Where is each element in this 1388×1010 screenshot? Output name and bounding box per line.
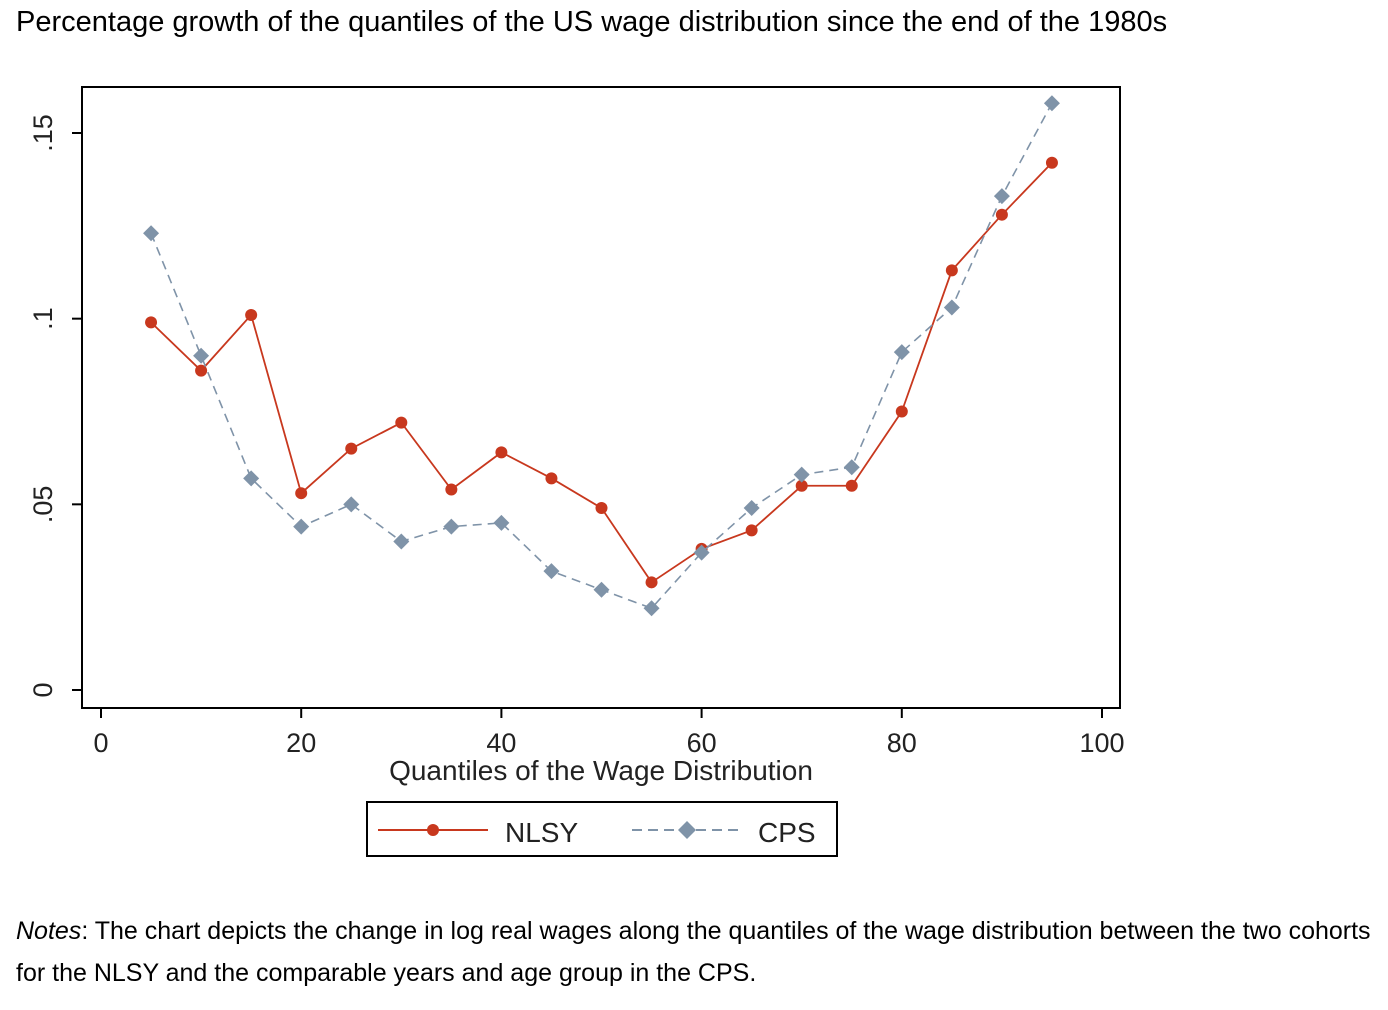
- data-point-cps: [293, 518, 310, 535]
- x-tick-label: 40: [486, 728, 516, 758]
- legend-nlsy-marker: [427, 824, 439, 836]
- data-point-nlsy: [595, 502, 608, 515]
- data-point-cps: [443, 518, 460, 535]
- data-point-nlsy: [295, 487, 308, 500]
- legend-cps-label: CPS: [758, 817, 816, 848]
- data-point-cps: [643, 600, 660, 617]
- chart-legend: NLSY CPS: [366, 801, 838, 857]
- data-point-nlsy: [195, 364, 208, 377]
- line-chart: 0 20 40 60 80 100 0 .05 .1 .15 Quantiles of the W…: [28, 86, 1125, 857]
- data-point-cps: [543, 563, 560, 580]
- data-point-nlsy: [245, 308, 258, 321]
- data-point-cps: [993, 188, 1010, 205]
- x-tick-label: 0: [93, 728, 108, 758]
- data-point-nlsy: [745, 524, 758, 537]
- x-tick-label: 100: [1079, 728, 1124, 758]
- data-point-cps: [493, 514, 510, 531]
- data-point-nlsy: [1045, 156, 1058, 169]
- data-point-nlsy: [645, 576, 658, 589]
- data-point-nlsy: [345, 442, 358, 455]
- data-point-nlsy: [145, 316, 158, 329]
- notes-label: Notes: [16, 917, 82, 945]
- x-tick-label: 80: [887, 728, 917, 758]
- y-tick-label: .15: [28, 114, 58, 152]
- data-point-nlsy: [395, 416, 408, 429]
- data-point-nlsy: [545, 472, 558, 485]
- series-group: [143, 95, 1060, 617]
- y-tick-label: .1: [28, 307, 58, 330]
- data-point-nlsy: [795, 479, 808, 492]
- data-point-cps: [1043, 95, 1060, 112]
- notes-text: : The chart depicts the change in log re…: [16, 917, 1371, 987]
- data-point-cps: [843, 459, 860, 476]
- legend-nlsy-label: NLSY: [505, 817, 578, 848]
- data-point-cps: [693, 544, 710, 561]
- y-tick-label: .05: [28, 486, 58, 524]
- x-tick-label: 20: [286, 728, 316, 758]
- data-point-cps: [793, 466, 810, 483]
- data-point-nlsy: [945, 264, 958, 277]
- data-point-cps: [243, 470, 260, 487]
- y-tick-label: 0: [28, 682, 58, 697]
- data-point-cps: [343, 496, 360, 513]
- chart-notes: Notes: The chart depicts the change in l…: [16, 910, 1376, 994]
- data-point-cps: [143, 225, 160, 242]
- data-point-cps: [743, 500, 760, 517]
- data-point-nlsy: [995, 208, 1008, 221]
- data-point-cps: [943, 299, 960, 316]
- data-point-nlsy: [845, 479, 858, 492]
- data-point-nlsy: [495, 446, 508, 459]
- x-tick-label: 60: [687, 728, 717, 758]
- data-point-nlsy: [895, 405, 908, 418]
- x-axis-label: Quantiles of the Wage Distribution: [389, 755, 813, 786]
- axes: 0 20 40 60 80 100 0 .05 .1 .15: [28, 114, 1125, 758]
- plot-frame: [81, 86, 1121, 709]
- data-point-cps: [593, 581, 610, 598]
- data-point-nlsy: [445, 483, 458, 496]
- data-point-cps: [893, 344, 910, 361]
- data-point-cps: [193, 347, 210, 364]
- legend-cps-marker: [678, 821, 696, 839]
- page-title: Percentage growth of the quantiles of th…: [16, 6, 1168, 38]
- data-point-cps: [393, 533, 410, 550]
